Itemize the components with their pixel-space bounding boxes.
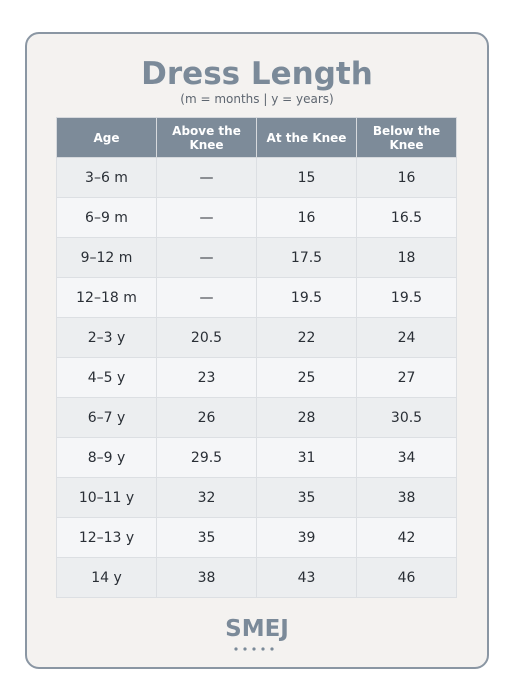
length-cell: 30.5: [356, 397, 457, 438]
length-cell: 34: [356, 437, 457, 478]
logo-dots: [234, 647, 274, 651]
age-cell: 6–7 y: [56, 397, 157, 438]
length-cell: 28: [256, 397, 357, 438]
length-cell: 16: [356, 157, 457, 198]
length-cell: 25: [256, 357, 357, 398]
age-cell: 12–13 y: [56, 517, 157, 558]
length-cell: 42: [356, 517, 457, 558]
table-row: 12–18 m —19.5 19.5: [56, 277, 457, 318]
length-cell: 15: [256, 157, 357, 198]
table-row: 4–5 y 23 25 27: [56, 357, 457, 398]
subtitle: (m = months | y = years): [180, 92, 334, 106]
table-row: 8–9 y 29.5 31 34: [56, 437, 457, 478]
age-cell: 9–12 m: [56, 237, 157, 278]
length-cell: 29.5: [156, 437, 257, 478]
length-cell: 19.5: [256, 277, 357, 318]
length-cell: 16.5: [356, 197, 457, 238]
length-cell: 27: [356, 357, 457, 398]
age-cell: 3–6 m: [56, 157, 157, 198]
length-cell: —: [156, 277, 257, 318]
table-row: 6–9 m —16 16.5: [56, 197, 457, 238]
length-cell: 38: [156, 557, 257, 598]
age-cell: 12–18 m: [56, 277, 157, 318]
length-cell: 35: [256, 477, 357, 518]
length-cell: 43: [256, 557, 357, 598]
length-cell: 46: [356, 557, 457, 598]
table-row: 14 y 38 43 46: [56, 557, 457, 598]
table-body: 3–6 m —15 16 6–9 m —16 16.5 9–12 m —17.5 18 12–18…: [56, 157, 457, 598]
table-row: 3–6 m —15 16: [56, 157, 457, 198]
title: Dress Length: [141, 56, 373, 92]
length-cell: 35: [156, 517, 257, 558]
length-cell: —: [156, 197, 257, 238]
length-cell: 39: [256, 517, 357, 558]
length-cell: 24: [356, 317, 457, 358]
length-cell: 31: [256, 437, 357, 478]
age-cell: 8–9 y: [56, 437, 157, 478]
length-cell: 38: [356, 477, 457, 518]
size-card: Dress Length (m = months | y = years) Ag…: [25, 32, 489, 669]
table-row: 9–12 m —17.5 18: [56, 237, 457, 278]
header-row: Age Above the Knee At the Knee Below the Kn…: [56, 117, 457, 158]
length-cell: —: [156, 237, 257, 278]
length-cell: 22: [256, 317, 357, 358]
age-cell: 6–9 m: [56, 197, 157, 238]
age-cell: 4–5 y: [56, 357, 157, 398]
length-cell: 26: [156, 397, 257, 438]
length-cell: 20.5: [156, 317, 257, 358]
table-row: 10–11 y 32 35 38: [56, 477, 457, 518]
column-header: Below the Knee: [356, 117, 457, 158]
length-cell: 16: [256, 197, 357, 238]
table-row: 6–7 y 26 28 30.5: [56, 397, 457, 438]
column-header: Age: [56, 117, 157, 158]
age-cell: 14 y: [56, 557, 157, 598]
column-header: At the Knee: [256, 117, 357, 158]
age-cell: 10–11 y: [56, 477, 157, 518]
length-cell: 17.5: [256, 237, 357, 278]
column-header: Above the Knee: [156, 117, 257, 158]
length-cell: 18: [356, 237, 457, 278]
logo: SMEJ: [225, 616, 289, 642]
length-cell: —: [156, 157, 257, 198]
age-cell: 2–3 y: [56, 317, 157, 358]
length-cell: 32: [156, 477, 257, 518]
length-cell: 23: [156, 357, 257, 398]
length-cell: 19.5: [356, 277, 457, 318]
table-row: 2–3 y 20.5 22 24: [56, 317, 457, 358]
table-row: 12–13 y 35 39 42: [56, 517, 457, 558]
size-table: Age Above the Knee At the Knee Below the Kn…: [56, 117, 457, 598]
